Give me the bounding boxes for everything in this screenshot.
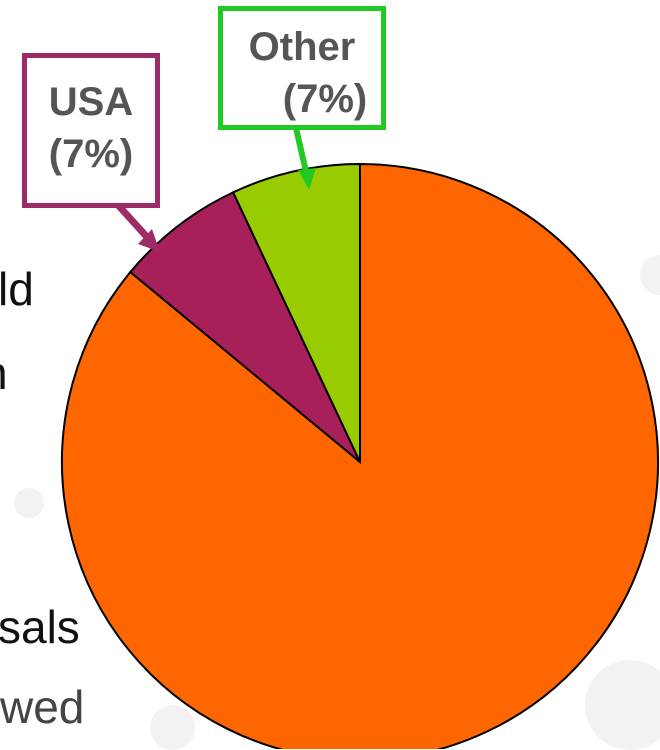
usa-callout-arrowhead [138, 229, 160, 252]
usa-callout-name: USA [48, 80, 134, 124]
background-decor-circle [640, 255, 660, 295]
other-callout-percent: (7%) [282, 77, 368, 121]
background-decor-circle [585, 660, 660, 750]
usa-callout-percent: (7%) [48, 132, 134, 176]
slide-text-fragment: ld [0, 263, 34, 315]
other-callout-arrowhead [298, 168, 316, 190]
usa-callout-label: USA (7%) [22, 53, 160, 208]
slide-text-fragment: n [0, 350, 8, 396]
other-callout-label: Other (7%) [218, 6, 386, 130]
background-decor-circle [14, 488, 44, 518]
other-callout-connector [293, 127, 310, 177]
pie-slice-main [61, 162, 659, 749]
slide-text-fragment: sals [0, 601, 80, 653]
background-decor-circle [150, 705, 195, 750]
pie-slice-usa [128, 191, 361, 463]
pie-slices [61, 162, 659, 749]
slide-text-fragment: wed [0, 681, 85, 733]
other-callout-name: Other [248, 25, 356, 69]
pie-slice-other [231, 162, 361, 463]
